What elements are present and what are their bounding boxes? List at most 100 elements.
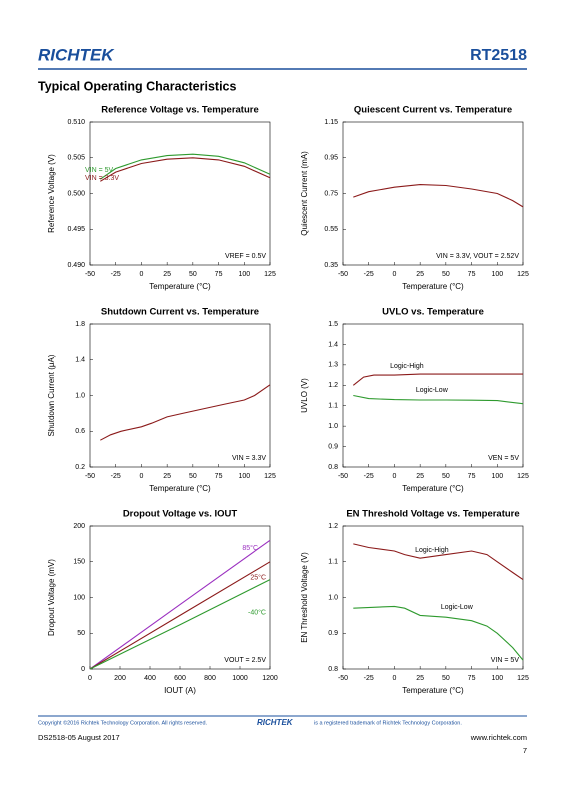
x-tick-label: 50 — [442, 473, 450, 480]
y-tick-label: 1.5 — [328, 321, 338, 328]
x-tick-label: -50 — [338, 271, 348, 278]
series-label: VIN = 5V — [85, 167, 114, 174]
series-label: Logic-High — [415, 547, 449, 554]
y-tick-label: 1.8 — [75, 321, 85, 328]
page-number: 7 — [523, 746, 527, 755]
y-tick-label: 1.0 — [328, 594, 338, 601]
x-tick-label: 50 — [442, 675, 450, 682]
condition-note: VIN = 5V — [491, 657, 520, 664]
x-tick-label: 1000 — [232, 675, 248, 682]
y-tick-label: 1.1 — [328, 559, 338, 566]
footer-logo: RICHTEK — [257, 718, 294, 727]
x-tick-label: 400 — [144, 675, 156, 682]
x-tick-label: 0 — [392, 271, 396, 278]
y-tick-label: 0.6 — [75, 428, 85, 435]
logo: RICHTEK — [38, 45, 115, 64]
x-tick-label: 75 — [468, 473, 476, 480]
y-tick-label: 0.95 — [324, 155, 338, 162]
x-tick-label: 125 — [517, 675, 529, 682]
x-tick-label: 1200 — [262, 675, 278, 682]
x-tick-label: -25 — [364, 675, 374, 682]
part-number: RT2518 — [470, 47, 527, 64]
condition-note: VREF = 0.5V — [225, 253, 266, 260]
x-tick-label: 125 — [517, 473, 529, 480]
plot-frame — [342, 323, 524, 468]
y-axis-label: Shutdown Current (μA) — [47, 354, 56, 436]
condition-note: VIN = 3.3V — [232, 455, 266, 462]
x-tick-label: 0 — [139, 473, 143, 480]
series-label: VIN = 3.3V — [85, 175, 119, 182]
series-line — [353, 184, 524, 208]
x-tick-label: 0 — [392, 473, 396, 480]
x-tick-label: -25 — [111, 473, 121, 480]
x-tick-label: 100 — [491, 271, 503, 278]
y-tick-label: 0.9 — [328, 630, 338, 637]
y-tick-label: 1.3 — [328, 362, 338, 369]
x-tick-label: -25 — [364, 473, 374, 480]
chart-title: EN Threshold Voltage vs. Temperature — [346, 509, 519, 520]
x-tick-label: 125 — [264, 473, 276, 480]
y-tick-label: 1.15 — [324, 119, 338, 126]
chart-title: UVLO vs. Temperature — [382, 307, 484, 318]
series-line — [353, 605, 524, 661]
y-tick-label: 0.2 — [75, 464, 85, 471]
plot-frame — [89, 323, 271, 468]
y-axis-label: Dropout Voltage (mV) — [47, 559, 56, 636]
y-tick-label: 1.0 — [75, 392, 85, 399]
x-tick-label: -25 — [111, 271, 121, 278]
series-label: 25°C — [250, 574, 266, 582]
y-tick-label: 1.1 — [328, 403, 338, 410]
x-tick-label: -25 — [364, 271, 374, 278]
x-tick-label: 125 — [264, 271, 276, 278]
x-tick-label: 25 — [416, 675, 424, 682]
copyright: Copyright ©2016 Richtek Technology Corpo… — [38, 719, 208, 726]
y-tick-label: 0.500 — [67, 190, 85, 197]
x-tick-label: 25 — [416, 271, 424, 278]
y-tick-label: 0 — [81, 666, 85, 673]
x-tick-label: 100 — [491, 473, 503, 480]
x-tick-label: 50 — [189, 271, 197, 278]
x-tick-label: -50 — [338, 473, 348, 480]
section-title: Typical Operating Characteristics — [38, 79, 236, 93]
condition-note: VEN = 5V — [488, 455, 519, 462]
x-tick-label: 200 — [114, 675, 126, 682]
x-tick-label: 50 — [442, 271, 450, 278]
y-axis-label: UVLO (V) — [300, 378, 309, 413]
series-label: Logic-High — [390, 363, 424, 370]
series-line — [89, 539, 271, 670]
series-line — [353, 394, 524, 405]
y-tick-label: 0.55 — [324, 226, 338, 233]
x-tick-label: 0 — [88, 675, 92, 682]
y-tick-label: 1.2 — [328, 523, 338, 530]
y-tick-label: 0.505 — [67, 155, 85, 162]
y-tick-label: 1.4 — [75, 357, 85, 364]
y-axis-label: Reference Voltage (V) — [47, 154, 56, 233]
y-tick-label: 50 — [77, 630, 85, 637]
x-tick-label: -50 — [85, 271, 95, 278]
x-tick-label: 100 — [491, 675, 503, 682]
x-tick-label: 75 — [468, 675, 476, 682]
x-tick-label: -50 — [338, 675, 348, 682]
series-label: Logic-Low — [416, 387, 449, 394]
y-axis-label: EN Threshold Voltage (V) — [300, 552, 309, 643]
condition-note: VIN = 3.3V, VOUT = 2.52V — [436, 253, 519, 260]
y-tick-label: 0.35 — [324, 262, 338, 269]
series-line — [100, 157, 271, 182]
x-axis-label: IOUT (A) — [164, 686, 196, 695]
x-tick-label: 100 — [238, 271, 250, 278]
y-tick-label: 0.75 — [324, 190, 338, 197]
url: www.richtek.com — [470, 733, 527, 742]
x-axis-label: Temperature (°C) — [149, 484, 211, 493]
chart-title: Shutdown Current vs. Temperature — [101, 307, 259, 318]
x-tick-label: 50 — [189, 473, 197, 480]
trademark: is a registered trademark of Richtek Tec… — [314, 720, 462, 726]
x-tick-label: 75 — [215, 271, 223, 278]
series-line — [100, 384, 271, 441]
series-line — [353, 543, 524, 581]
x-tick-label: 0 — [392, 675, 396, 682]
y-tick-label: 100 — [73, 594, 85, 601]
chart-title: Quiescent Current vs. Temperature — [354, 105, 512, 116]
y-tick-label: 0.9 — [328, 443, 338, 450]
x-axis-label: Temperature (°C) — [402, 686, 464, 695]
